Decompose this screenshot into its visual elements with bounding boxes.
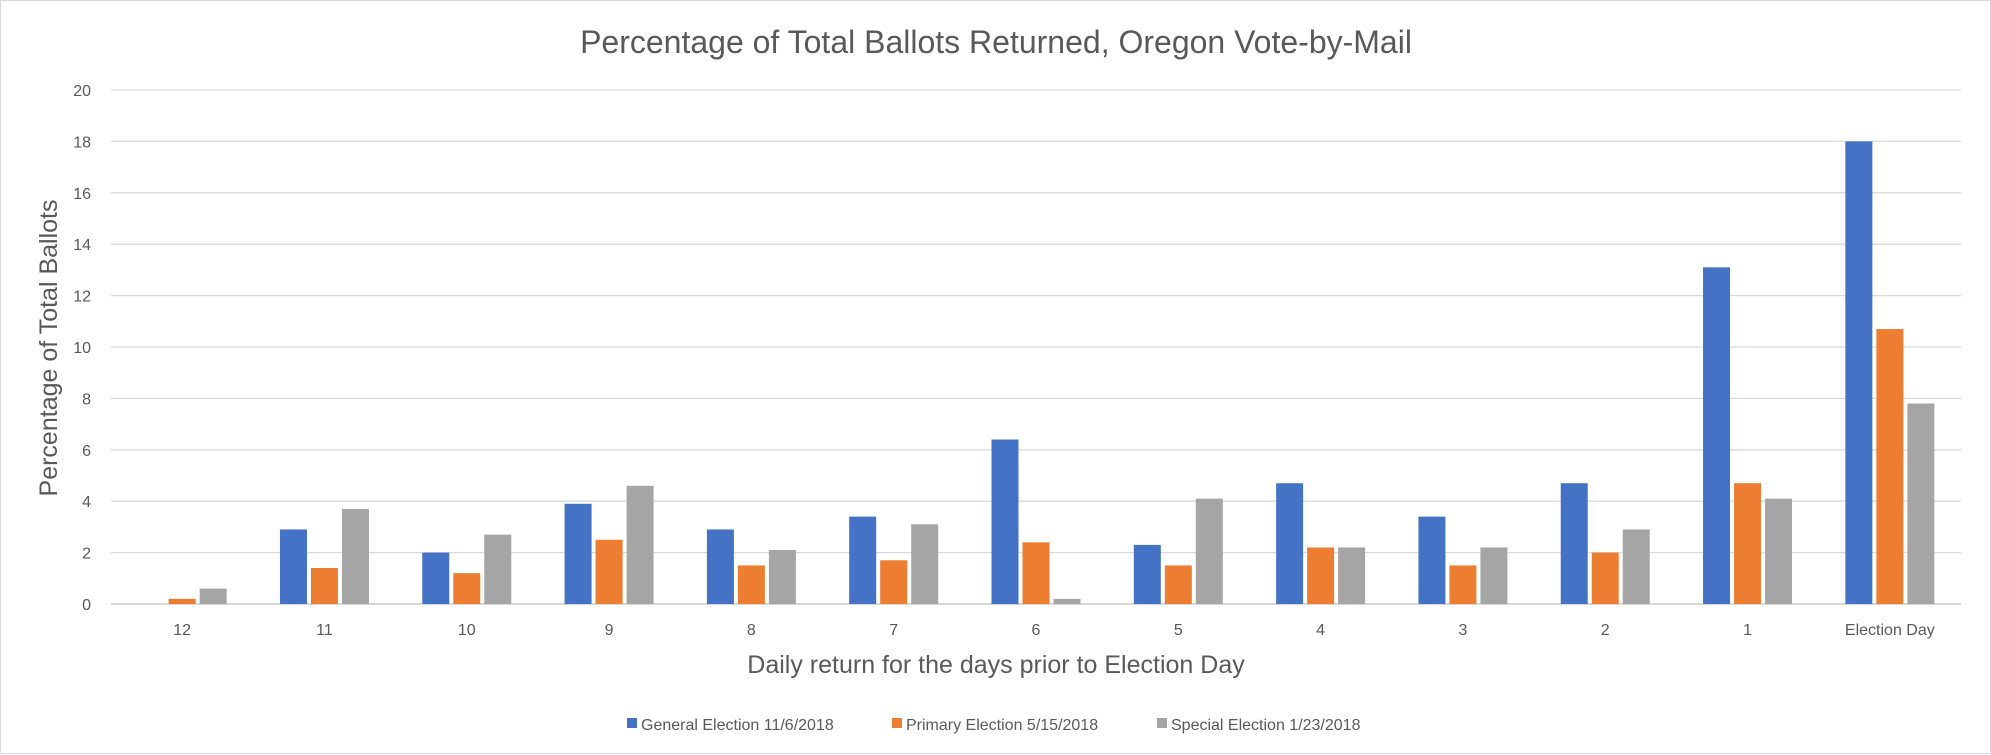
y-tick-label: 14	[73, 237, 91, 254]
bar-special	[1765, 498, 1793, 604]
y-tick-label: 6	[82, 443, 91, 460]
y-tick-label: 4	[82, 494, 91, 511]
bar-general	[564, 503, 592, 604]
bar-primary	[595, 539, 623, 604]
legend: General Election 11/6/2018 Primary Elect…	[627, 717, 1361, 734]
bar-primary	[168, 598, 196, 604]
legend-item-primary: Primary Election 5/15/2018	[892, 717, 1098, 734]
y-axis-title: Percentage of Total Ballots	[35, 200, 63, 497]
legend-swatch-general	[627, 718, 637, 728]
x-tick-label: 9	[605, 622, 614, 639]
bar-special	[768, 550, 796, 604]
y-tick-label: 20	[73, 83, 91, 100]
x-tick-label: 11	[316, 622, 333, 639]
bar-primary	[1449, 565, 1477, 604]
y-tick-label: 10	[73, 340, 91, 357]
legend-swatch-special	[1157, 718, 1167, 728]
bar-primary	[1734, 483, 1762, 604]
bar-general	[991, 439, 1019, 604]
bar-general	[1703, 267, 1731, 604]
bar-general	[1845, 141, 1873, 604]
bar-primary	[1307, 547, 1335, 604]
x-tick-label: 3	[1458, 622, 1467, 639]
bar-general	[706, 529, 734, 604]
y-tick-label: 16	[73, 186, 91, 203]
x-axis-title: Daily return for the days prior to Elect…	[747, 651, 1245, 679]
x-tick-label: 6	[1032, 622, 1041, 639]
legend-swatch-primary	[892, 718, 902, 728]
bar-special	[484, 534, 512, 604]
bar-general	[1418, 516, 1446, 604]
x-tick-label: 7	[889, 622, 898, 639]
bar-special	[1622, 529, 1650, 604]
bar-special	[341, 508, 369, 604]
bar-general	[1133, 544, 1161, 604]
bar-primary	[1022, 542, 1050, 604]
y-tick-label: 2	[82, 546, 91, 563]
bar-special	[1195, 498, 1223, 604]
bar-general	[279, 529, 307, 604]
bar-general	[1560, 483, 1588, 604]
bar-primary	[880, 560, 908, 604]
bar-primary	[737, 565, 765, 604]
bar-special	[1480, 547, 1508, 604]
legend-item-general: General Election 11/6/2018	[627, 717, 834, 734]
y-tick-label: 18	[73, 134, 91, 151]
y-tick-label: 12	[73, 289, 91, 306]
x-tick-label: 2	[1601, 622, 1610, 639]
bars	[168, 141, 1935, 604]
bar-primary	[1876, 329, 1904, 604]
bar-special	[1338, 547, 1366, 604]
bar-primary	[310, 568, 338, 604]
legend-label-special: Special Election 1/23/2018	[1171, 717, 1361, 734]
bar-general	[1276, 483, 1304, 604]
x-tick-label: 10	[458, 622, 476, 639]
y-tick-label: 0	[82, 597, 91, 614]
bar-special	[199, 588, 227, 604]
x-tick-label: 1	[1743, 622, 1752, 639]
y-tick-label: 8	[82, 391, 91, 408]
gridlines	[111, 89, 1961, 605]
legend-item-special: Special Election 1/23/2018	[1157, 717, 1361, 734]
bar-primary	[1591, 552, 1619, 604]
x-tick-label: 5	[1174, 622, 1183, 639]
x-tick-label: 12	[173, 622, 191, 639]
bar-primary	[1164, 565, 1192, 604]
bar-special	[911, 524, 939, 604]
x-tick-label: 4	[1316, 622, 1325, 639]
bar-primary	[453, 573, 481, 604]
bar-special	[1907, 403, 1935, 604]
x-tick-label: Election Day	[1845, 622, 1935, 639]
bar-special	[1053, 598, 1081, 604]
legend-label-general: General Election 11/6/2018	[641, 717, 834, 734]
x-tick-labels: 12 11 10 9 8 7 6 5 4 3 2 1 Election Day	[173, 622, 1935, 639]
y-tick-labels: 0 2 4 6 8 10 12 14 16 18 20	[73, 83, 91, 614]
legend-label-primary: Primary Election 5/15/2018	[906, 717, 1098, 734]
bar-special	[626, 485, 654, 604]
x-tick-label: 8	[747, 622, 756, 639]
chart-title: Percentage of Total Ballots Returned, Or…	[580, 24, 1412, 60]
bar-general	[849, 516, 877, 604]
bar-general	[422, 552, 450, 604]
